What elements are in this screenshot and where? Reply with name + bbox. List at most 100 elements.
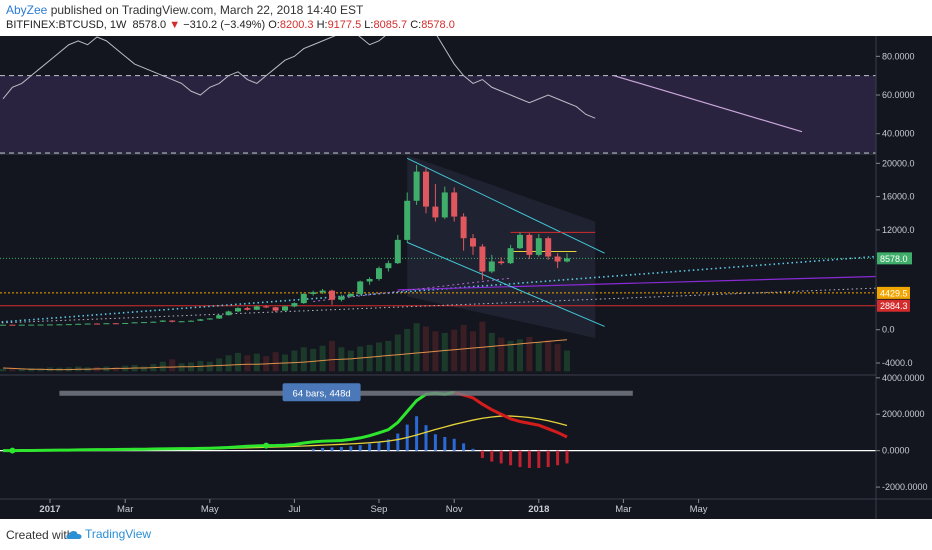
tradingview-link[interactable]: TradingView (66, 527, 151, 541)
candle-body (291, 303, 298, 307)
macd-cross-dot (9, 447, 16, 454)
volume-bar (291, 350, 298, 372)
candle-body (263, 306, 270, 308)
rsi-tick-label: 80.0000 (882, 51, 915, 61)
candle-body (488, 261, 495, 272)
macd-histogram-bar (424, 425, 428, 451)
candle-body (122, 322, 129, 324)
macd-histogram-bar (386, 439, 390, 451)
volume-bar (451, 329, 458, 372)
low-label: L: (364, 19, 374, 31)
macd-histogram-bar (349, 446, 353, 451)
candle-body (272, 307, 279, 311)
price-scale: 80.0000 60.0000 40.0000 4429.5 2884.3 20000.0… (875, 36, 928, 519)
candle-body (253, 306, 260, 310)
macd-panel: 64 bars, 448d (0, 383, 876, 468)
candle-body (319, 290, 326, 293)
candle-body (169, 320, 176, 322)
price-level-marker (877, 286, 910, 299)
close-label: C: (410, 19, 422, 31)
rsi-trendline (613, 75, 803, 133)
rsi-band (0, 75, 876, 153)
volume-bar (526, 336, 533, 372)
volume-bar (460, 324, 467, 372)
time-tick-label: Mar (117, 504, 133, 515)
rsi-panel (0, 36, 876, 154)
macd-histogram-bar (471, 448, 475, 451)
price-level-label: 2884.3 (880, 301, 908, 311)
candle-body (206, 318, 213, 320)
candle-body (65, 324, 72, 326)
created-with-label: Created with (6, 528, 74, 542)
volume-bar (310, 348, 317, 372)
candle-body (18, 324, 25, 326)
candle-body (460, 216, 467, 239)
purple-dotted-trendline (313, 277, 511, 302)
candle-body (28, 324, 35, 326)
volume-bar (385, 340, 392, 372)
macd-histogram-bar (565, 450, 569, 464)
candle-body (141, 322, 147, 324)
candle-body (244, 308, 251, 310)
candle-body (347, 293, 354, 297)
low-value: 8085.7 (373, 19, 408, 31)
volume-average-line (2, 339, 568, 371)
author-link[interactable]: AbyZee (6, 3, 48, 17)
candle-body (225, 311, 232, 316)
volume-bar (300, 347, 307, 372)
candle-body (197, 319, 204, 321)
candle-body (216, 315, 223, 319)
volume-bar (554, 344, 561, 372)
macd-histogram-bar (358, 445, 362, 451)
macd-histogram-bar (321, 447, 325, 451)
volume-bar (9, 368, 16, 372)
volume-bar (441, 332, 448, 372)
candle-body (554, 256, 561, 262)
publish-info: published on TradingView.com, March 22, … (47, 3, 364, 17)
candle-body (159, 320, 166, 322)
macd-cross-dot (263, 442, 270, 449)
candle-body (9, 324, 16, 326)
volume-bar (347, 350, 354, 372)
volume-bar (235, 352, 241, 372)
open-value: 8200.3 (279, 19, 314, 31)
candle-body (470, 238, 476, 247)
volume-bar (18, 368, 25, 372)
chart-canvas[interactable]: 64 bars, 448d Nov2017MarMayJulSepNov2018… (0, 36, 932, 519)
volume-bar (319, 345, 326, 372)
candle-body (507, 248, 514, 264)
macd-histogram-bar (433, 434, 437, 451)
volume-bar (517, 339, 523, 372)
macd-histogram-bar (509, 450, 513, 466)
candle-body (338, 296, 345, 300)
candle-body (75, 323, 82, 325)
price-tick-label: 0.0 (882, 325, 895, 335)
last-price: 8578.0 (132, 19, 167, 31)
time-tick-label: Nov (446, 504, 463, 515)
candle-body (282, 306, 288, 311)
volume-bar (272, 352, 279, 372)
macd-histogram-bar (339, 447, 343, 451)
price-tick-label: 12000.0 (882, 225, 915, 235)
chart-footer: Created with TradingView (0, 519, 932, 550)
candle-body (441, 192, 448, 218)
price-level-marker (877, 299, 910, 312)
candle-body (84, 323, 91, 325)
macd-histogram-bar (480, 450, 484, 458)
cloud-icon (66, 530, 82, 539)
measure-label-box (282, 383, 361, 402)
candle-body (564, 258, 570, 262)
price-panel (0, 155, 877, 372)
channel-upper (406, 157, 605, 254)
volume-bar (253, 353, 260, 372)
macd-histogram-bar (546, 450, 550, 468)
candle-body (498, 261, 505, 264)
macd-histogram-bar (396, 433, 400, 451)
channel-lower (407, 241, 605, 327)
purple-trendline (397, 275, 877, 291)
time-tick-label: Sep (371, 504, 388, 515)
price-tick-label: 16000.0 (882, 192, 915, 202)
last-price-label: 8578.0 (880, 254, 908, 264)
volume-bar (225, 355, 232, 372)
time-tick-label: 2017 (39, 504, 60, 515)
